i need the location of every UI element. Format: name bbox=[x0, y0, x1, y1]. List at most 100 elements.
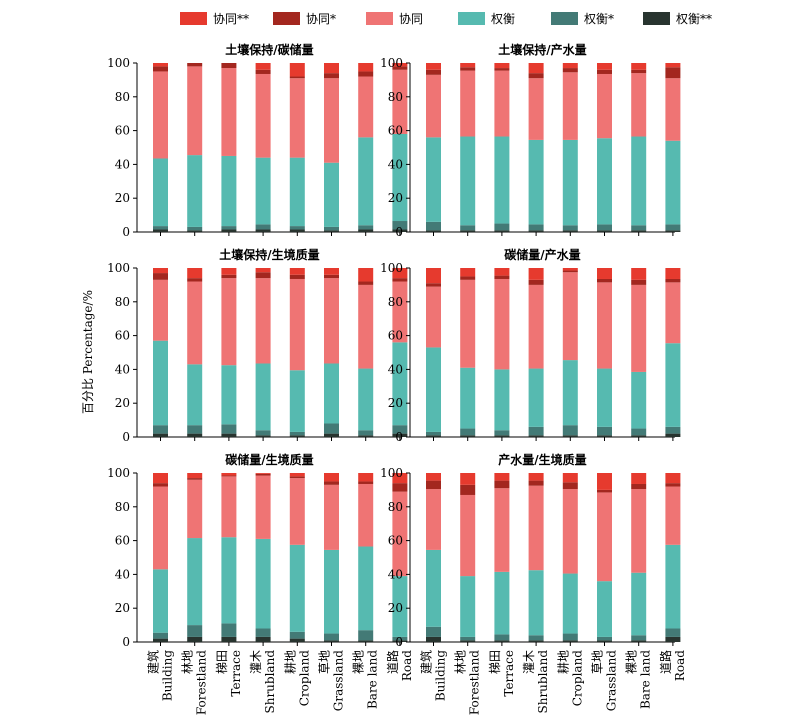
y-tick-label: 20 bbox=[115, 601, 130, 615]
bar-segment bbox=[324, 230, 339, 232]
bar-segment bbox=[153, 158, 168, 227]
bar-segment bbox=[289, 76, 305, 79]
bar-segment bbox=[358, 430, 374, 436]
bar-segment bbox=[494, 278, 510, 370]
bar-segment bbox=[426, 63, 441, 70]
x-category-label-cn: 道路 bbox=[658, 650, 673, 674]
y-tick-label: 40 bbox=[115, 567, 130, 581]
bar-segment bbox=[494, 571, 510, 635]
y-tick-label: 100 bbox=[380, 261, 403, 275]
bar-segment bbox=[153, 268, 168, 274]
bar-segment bbox=[597, 69, 612, 74]
bar-segment bbox=[324, 73, 339, 79]
x-category-label-cn: 草地 bbox=[318, 650, 332, 674]
bar-segment bbox=[324, 423, 339, 434]
bar-segment bbox=[324, 78, 339, 163]
bar-segment bbox=[665, 140, 681, 225]
bar-segment bbox=[460, 63, 476, 68]
chart-panel: 碳储量/产水量 0 20 40 60 80 100 bbox=[380, 247, 681, 444]
bar-segment bbox=[494, 230, 510, 232]
y-tick-label: 0 bbox=[122, 225, 130, 239]
y-tick-label: 20 bbox=[115, 191, 130, 205]
bar-segment bbox=[358, 268, 374, 282]
panel-title: 土壤保持/碳储量 bbox=[225, 42, 313, 57]
legend-item: 权衡** bbox=[643, 12, 712, 26]
bar-segment bbox=[597, 435, 612, 437]
bar-segment bbox=[528, 268, 544, 280]
bar-segment bbox=[358, 368, 374, 431]
x-category-label-en: Cropland bbox=[297, 650, 311, 707]
x-category-label-cn: 灌木 bbox=[249, 650, 263, 674]
bar-segment bbox=[153, 483, 168, 487]
bar-segment bbox=[289, 631, 305, 639]
bar-segment bbox=[528, 635, 544, 641]
bar-segment bbox=[187, 230, 203, 232]
bar-segment bbox=[460, 136, 476, 226]
bar-segment bbox=[631, 268, 647, 280]
bar-segment bbox=[426, 636, 441, 642]
legend-swatch bbox=[458, 12, 485, 25]
bar-segment bbox=[392, 636, 408, 641]
bar-segment bbox=[426, 286, 441, 348]
bar-segment bbox=[153, 340, 168, 426]
bar-segment bbox=[255, 363, 271, 431]
bar-segment bbox=[153, 66, 168, 72]
x-category-label-cn: 裸地 bbox=[624, 650, 639, 674]
bar-segment bbox=[289, 431, 305, 436]
bar-segment bbox=[255, 475, 271, 539]
bar-segment bbox=[631, 473, 647, 484]
bar-segment bbox=[324, 473, 339, 482]
bar-segment bbox=[255, 224, 271, 230]
bar-segment bbox=[494, 488, 510, 572]
bar-segment bbox=[255, 229, 271, 232]
y-tick-label: 40 bbox=[115, 157, 130, 171]
y-tick-label: 80 bbox=[388, 90, 403, 104]
x-category-label-cn: 耕地 bbox=[555, 650, 570, 674]
x-category-label-en: Building bbox=[161, 650, 175, 701]
bar-segment bbox=[460, 428, 476, 436]
y-tick-label: 60 bbox=[388, 124, 403, 138]
bar-segment bbox=[392, 69, 408, 134]
bar-segment bbox=[392, 425, 408, 434]
x-category-label-en: Forestland bbox=[468, 650, 482, 715]
bar-segment bbox=[528, 426, 544, 436]
bar-segment bbox=[289, 435, 305, 437]
bar-segment bbox=[392, 63, 408, 67]
bar-segment bbox=[597, 368, 612, 427]
bar-segment bbox=[358, 435, 374, 437]
bar-segment bbox=[460, 279, 476, 368]
bar-segment bbox=[562, 473, 578, 483]
bar-segment bbox=[289, 370, 305, 432]
bar-segment bbox=[597, 640, 612, 642]
bar-segment bbox=[665, 278, 681, 283]
legend-label: 协同 bbox=[399, 11, 423, 26]
bar-segment bbox=[324, 481, 339, 485]
bar-segment bbox=[392, 66, 408, 70]
bar-segment bbox=[494, 268, 510, 276]
x-category-label-en: Bare land bbox=[366, 650, 380, 709]
chart-panel: 产水量/生境质量 0 20 40 60 80 100 建筑 Building 林地 Forestla… bbox=[380, 452, 687, 715]
bar-segment bbox=[358, 137, 374, 226]
bar-segment bbox=[494, 473, 510, 481]
bar-segment bbox=[392, 229, 408, 232]
chart-panel: 碳储量/生境质量 0 20 40 60 80 100 建筑 Building 林地 Forestla… bbox=[107, 452, 414, 715]
x-category-label-en: Forestland bbox=[195, 650, 209, 715]
bar-segment bbox=[494, 223, 510, 231]
bar-segment bbox=[187, 268, 203, 279]
x-category-label-cn: 裸地 bbox=[351, 650, 366, 674]
bar-segment bbox=[221, 623, 237, 637]
legend-swatch bbox=[180, 12, 207, 25]
bar-segment bbox=[255, 473, 271, 476]
x-category-label-en: Shrubland bbox=[263, 650, 277, 714]
bar-segment bbox=[494, 63, 510, 69]
bar-segment bbox=[324, 162, 339, 227]
bar-segment bbox=[597, 278, 612, 283]
x-category-label-en: Grassland bbox=[605, 650, 619, 712]
bar-segment bbox=[358, 473, 374, 482]
bar-segment bbox=[460, 225, 476, 231]
bar-segment bbox=[494, 369, 510, 431]
bar-segment bbox=[631, 572, 647, 636]
bar-segment bbox=[255, 538, 271, 629]
bar-segment bbox=[631, 136, 647, 226]
